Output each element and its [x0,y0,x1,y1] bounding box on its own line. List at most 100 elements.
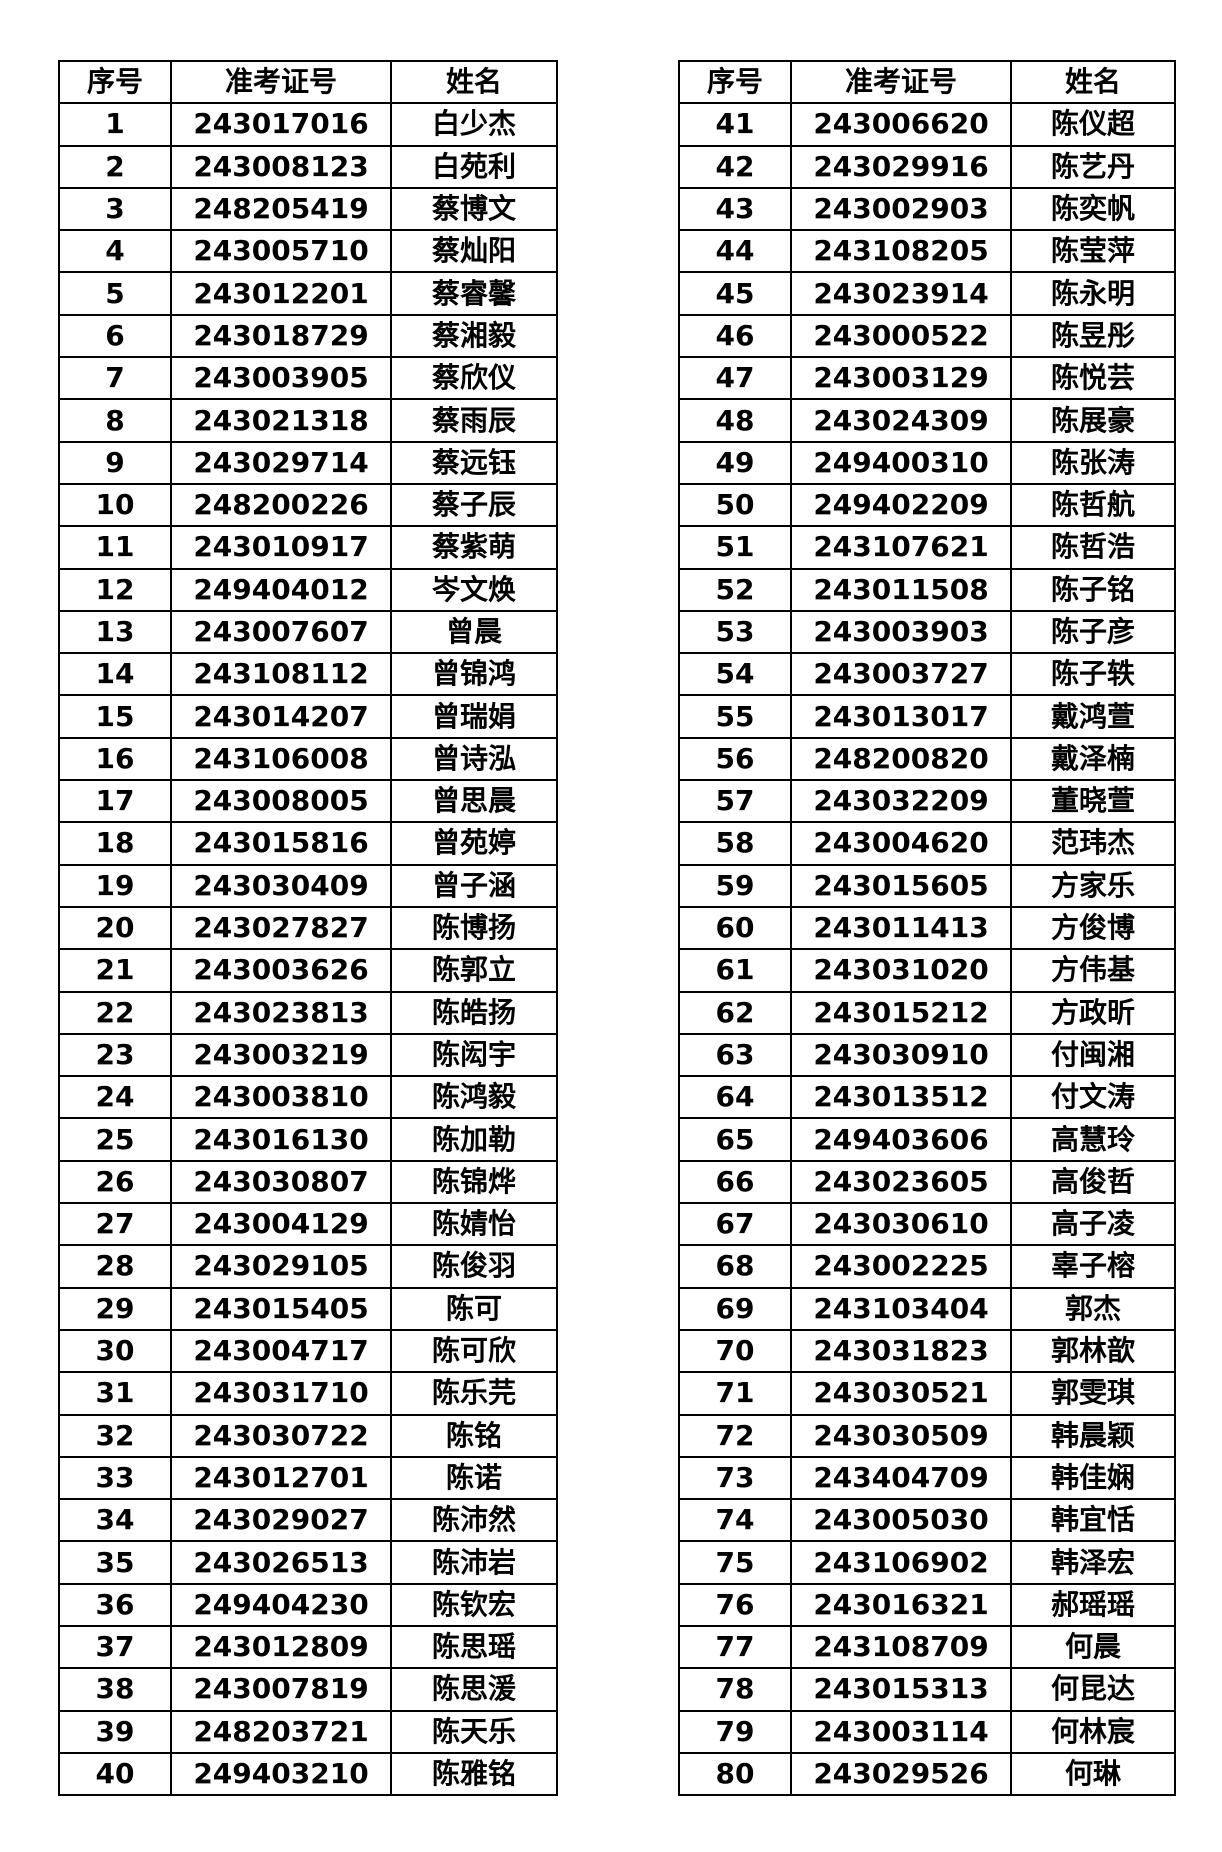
cell-name: 陈思湲 [390,1667,558,1712]
table-row: 39 248203721 陈天乐 [58,1709,558,1754]
cell-name: 董晓萱 [1010,779,1176,824]
cell-name: 戴鸿萱 [1010,694,1176,739]
cell-index: 44 [678,229,792,274]
table-row: 59 243015605 方家乐 [678,863,1176,908]
cell-exam-id: 243024309 [790,398,1012,443]
cell-index: 51 [678,525,792,570]
cell-name: 蔡雨辰 [390,398,558,443]
table-row: 9 243029714 蔡远钰 [58,440,558,485]
cell-index: 21 [58,948,172,993]
cell-exam-id: 243031020 [790,948,1012,993]
table-row: 80 243029526 何琳 [678,1751,1176,1797]
cell-name: 陈张涛 [1010,440,1176,485]
cell-index: 64 [678,1075,792,1120]
cell-name: 陈锦烨 [390,1159,558,1205]
cell-exam-id: 243017016 [170,102,392,147]
cell-index: 13 [58,609,172,655]
roster-table-right: 序号 准考证号 姓名 41 243006620 陈仪超 42 243029916 陈艺丹 4… [678,59,1176,1797]
cell-index: 27 [58,1202,172,1247]
table-row: 24 243003810 陈鸿毅 [58,1075,558,1120]
cell-index: 37 [58,1624,172,1670]
cell-exam-id: 243007819 [170,1667,392,1712]
cell-index: 65 [678,1117,792,1162]
cell-exam-id: 249404012 [170,567,392,612]
table-row: 29 243015405 陈可 [58,1286,558,1331]
cell-name: 何林宸 [1010,1709,1176,1754]
header-index: 序号 [678,59,792,105]
table-row: 22 243023813 陈皓扬 [58,990,558,1035]
cell-exam-id: 243011508 [790,567,1012,612]
cell-exam-id: 243005030 [790,1498,1012,1543]
table-row: 45 243023914 陈永明 [678,271,1176,316]
cell-name: 蔡子辰 [390,482,558,528]
cell-index: 17 [58,779,172,824]
cell-exam-id: 249403210 [170,1751,392,1797]
cell-name: 陈子彦 [1010,609,1176,655]
cell-name: 陈子铭 [1010,567,1176,612]
table-row: 58 243004620 范玮杰 [678,821,1176,866]
cell-exam-id: 243003129 [790,356,1012,401]
cell-name: 曾苑婷 [390,821,558,866]
table-row: 71 243030521 郭雯琪 [678,1371,1176,1416]
cell-exam-id: 243014207 [170,694,392,739]
cell-index: 15 [58,694,172,739]
cell-index: 58 [678,821,792,866]
cell-index: 49 [678,440,792,485]
cell-name: 辜子榕 [1010,1244,1176,1289]
cell-exam-id: 243012701 [170,1455,392,1501]
cell-name: 陈郭立 [390,948,558,993]
cell-exam-id: 243016130 [170,1117,392,1162]
table-row: 55 243013017 戴鸿萱 [678,694,1176,739]
cell-name: 何昆达 [1010,1667,1176,1712]
cell-index: 20 [58,905,172,951]
cell-name: 韩宜恬 [1010,1498,1176,1543]
cell-exam-id: 243404709 [790,1455,1012,1501]
header-name: 姓名 [1010,59,1176,105]
cell-name: 曾瑞娟 [390,694,558,739]
cell-exam-id: 243005710 [170,229,392,274]
table-row: 64 243013512 付文涛 [678,1075,1176,1120]
table-row: 26 243030807 陈锦烨 [58,1159,558,1205]
table-row: 13 243007607 曾晨 [58,609,558,655]
cell-name: 陈子轶 [1010,652,1176,697]
table-row: 56 248200820 戴泽楠 [678,736,1176,782]
cell-exam-id: 243016321 [790,1582,1012,1627]
cell-name: 蔡远钰 [390,440,558,485]
cell-name: 蔡湘毅 [390,313,558,359]
cell-exam-id: 243013512 [790,1075,1012,1120]
table-row: 3 248205419 蔡博文 [58,186,558,232]
cell-index: 19 [58,863,172,908]
cell-exam-id: 243015212 [790,990,1012,1035]
cell-name: 韩泽宏 [1010,1540,1176,1585]
table-row: 73 243404709 韩佳娴 [678,1455,1176,1501]
header-row: 序号 准考证号 姓名 [58,59,558,105]
cell-name: 陈鸿毅 [390,1075,558,1120]
cell-exam-id: 243003810 [170,1075,392,1120]
cell-index: 29 [58,1286,172,1331]
cell-exam-id: 248203721 [170,1709,392,1754]
cell-name: 蔡博文 [390,186,558,232]
cell-index: 47 [678,356,792,401]
table-row: 65 249403606 高慧玲 [678,1117,1176,1162]
table-row: 44 243108205 陈莹萍 [678,229,1176,274]
cell-exam-id: 243004717 [170,1328,392,1374]
cell-index: 70 [678,1328,792,1374]
cell-exam-id: 243030509 [790,1413,1012,1458]
cell-index: 48 [678,398,792,443]
cell-name: 陈天乐 [390,1709,558,1754]
cell-index: 67 [678,1202,792,1247]
cell-index: 26 [58,1159,172,1205]
table-row: 49 249400310 陈张涛 [678,440,1176,485]
table-row: 69 243103404 郭杰 [678,1286,1176,1331]
cell-name: 方伟基 [1010,948,1176,993]
cell-index: 46 [678,313,792,359]
cell-exam-id: 243012201 [170,271,392,316]
cell-exam-id: 243030521 [790,1371,1012,1416]
table-row: 2 243008123 白苑利 [58,144,558,189]
cell-name: 陈悦芸 [1010,356,1176,401]
cell-index: 71 [678,1371,792,1416]
cell-exam-id: 243003727 [790,652,1012,697]
cell-exam-id: 243107621 [790,525,1012,570]
cell-index: 36 [58,1582,172,1627]
cell-name: 白苑利 [390,144,558,189]
